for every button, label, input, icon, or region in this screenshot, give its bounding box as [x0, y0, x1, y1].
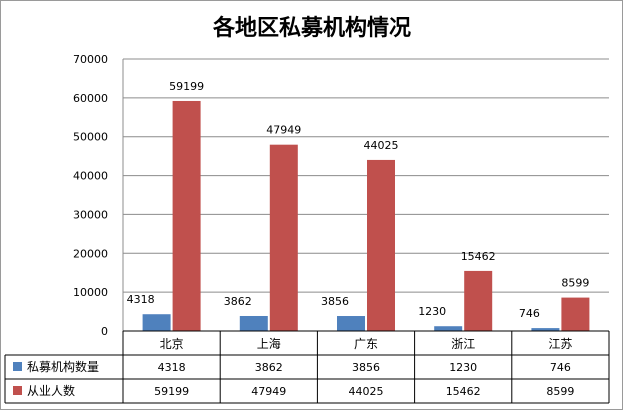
table-cell: 746	[550, 361, 571, 374]
table-cell: 4318	[158, 361, 186, 374]
bar	[269, 144, 298, 331]
x-category-label: 广东	[354, 337, 378, 351]
table-cell: 44025	[349, 385, 384, 398]
y-tick-label: 20000	[73, 247, 108, 260]
bar	[464, 270, 493, 331]
bar	[337, 316, 365, 331]
legend-swatch	[13, 362, 22, 371]
y-tick-label: 0	[101, 325, 108, 338]
table-cell: 3862	[255, 361, 283, 374]
table-cell: 47949	[251, 385, 286, 398]
table-cell: 3856	[352, 361, 380, 374]
bar	[367, 159, 395, 331]
legend-label: 私募机构数量	[27, 359, 99, 374]
bar	[531, 328, 560, 331]
table-cell: 1230	[449, 361, 477, 374]
y-tick-label: 30000	[73, 208, 108, 221]
y-tick-label: 40000	[73, 170, 108, 183]
y-tick-label: 60000	[73, 92, 108, 105]
chart-title: 各地区私募机构情况	[212, 15, 411, 41]
data-label: 15462	[461, 250, 496, 263]
y-tick-label: 50000	[73, 131, 108, 144]
bar	[142, 314, 171, 331]
data-label: 746	[519, 307, 540, 320]
x-category-label: 北京	[160, 337, 184, 351]
table-cell: 59199	[154, 385, 189, 398]
legend-label: 从业人数	[27, 383, 75, 398]
data-label: 44025	[364, 139, 399, 152]
table-cell: 15462	[446, 385, 481, 398]
y-tick-label: 10000	[73, 286, 108, 299]
bars	[142, 100, 590, 331]
x-category-label: 江苏	[548, 337, 572, 351]
data-label: 3856	[321, 295, 349, 308]
data-label: 1230	[418, 305, 446, 318]
data-label: 59199	[169, 80, 204, 93]
bar	[172, 100, 201, 331]
data-label: 8599	[561, 277, 589, 290]
bar	[239, 315, 268, 331]
data-label: 47949	[266, 124, 301, 137]
legend-swatch	[13, 386, 22, 395]
x-category-label: 浙江	[451, 337, 475, 351]
y-axis-ticks: 0 10000 20000 30000 40000 50000 60000 70000	[73, 53, 108, 338]
data-label: 4318	[127, 293, 155, 306]
data-label: 3862	[224, 295, 252, 308]
x-category-label: 上海	[257, 336, 281, 351]
table-cell: 8599	[546, 385, 574, 398]
data-labels: 4318 3862 3856 1230 746 59199 47949 44025 15462 8…	[127, 80, 590, 320]
y-tick-label: 70000	[73, 53, 108, 66]
gridlines	[122, 58, 609, 331]
bar	[434, 326, 463, 331]
bar	[561, 297, 590, 331]
